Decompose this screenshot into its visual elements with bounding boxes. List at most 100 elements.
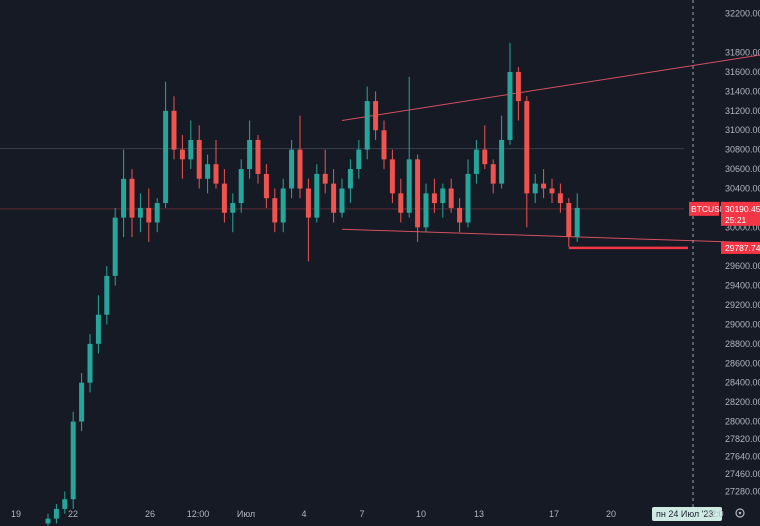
- candle-body: [524, 101, 530, 194]
- x-tick-label: 4: [301, 509, 306, 519]
- x-tick-label: 13: [474, 509, 484, 519]
- x-tick-label: 19: [11, 509, 21, 519]
- candle-body: [347, 169, 353, 189]
- y-tick-label: 29200.00: [725, 300, 760, 310]
- candle-body: [541, 183, 547, 189]
- crosshair-date-label: пн 24 Июл '23: [656, 509, 713, 519]
- candle-body: [423, 193, 429, 228]
- candle-body: [574, 207, 580, 238]
- candle-body: [373, 101, 379, 131]
- candle-body: [356, 149, 362, 170]
- candle-body: [465, 173, 471, 223]
- candle-body: [255, 139, 261, 174]
- current-price-tag: [721, 201, 760, 226]
- x-tick-label: 22: [68, 509, 78, 519]
- y-tick-label: 27820.00: [725, 434, 760, 444]
- candle-body: [507, 71, 513, 140]
- y-tick-label: 28800.00: [725, 339, 760, 349]
- y-axis: 27280.00 27460.00 27640.00 27820.00 28000.00…: [725, 9, 760, 497]
- y-tick-label: 31400.00: [725, 86, 760, 96]
- candle-body: [280, 188, 286, 223]
- candle-body: [238, 169, 244, 204]
- gear-icon[interactable]: [735, 508, 745, 518]
- y-tick-label: 28000.00: [725, 417, 760, 427]
- crosshair-date-tag: [652, 507, 722, 521]
- candle-body: [339, 188, 345, 213]
- candle-body: [473, 149, 479, 174]
- candle-body: [146, 207, 152, 223]
- trendline-lower[interactable]: [341, 228, 760, 252]
- candle-body: [137, 207, 143, 218]
- candle-body: [154, 203, 160, 223]
- candle-body: [171, 110, 177, 150]
- candle-body: [95, 314, 101, 344]
- candle-body: [406, 159, 412, 213]
- low-price-label: 29787.74: [725, 243, 760, 253]
- x-tick-label: 26: [145, 509, 155, 519]
- low-price-tag: [721, 241, 760, 254]
- y-tick-label: 31000.00: [725, 125, 760, 135]
- candle-body: [557, 193, 563, 204]
- candle-body: [532, 183, 538, 194]
- candle-body: [104, 275, 110, 315]
- candle-body: [381, 130, 387, 160]
- candle-body: [62, 499, 68, 509]
- candle-body: [289, 149, 295, 189]
- y-tick-label: 27460.00: [725, 469, 760, 479]
- candle-body: [79, 382, 85, 422]
- candle-body: [221, 183, 227, 213]
- candle-body: [415, 159, 421, 228]
- candle-body: [213, 164, 219, 184]
- symbol-tag: [689, 201, 719, 216]
- candle-body: [440, 188, 446, 204]
- candle-body: [490, 164, 496, 184]
- y-tick-label: 32200.00: [725, 9, 760, 19]
- x-tick-label: 7: [359, 509, 364, 519]
- y-tick-label: 29400.00: [725, 281, 760, 291]
- x-tick-label: 17: [549, 509, 559, 519]
- y-tick-label: 30800.00: [725, 145, 760, 155]
- y-tick-label: 29000.00: [725, 319, 760, 329]
- y-tick-label: 31200.00: [725, 106, 760, 116]
- y-tick-label: 31800.00: [725, 48, 760, 58]
- y-tick-label: 28200.00: [725, 397, 760, 407]
- y-tick-label: 30600.00: [725, 164, 760, 174]
- candle-body: [314, 173, 320, 218]
- candle-body: [482, 149, 488, 165]
- candle-body: [45, 518, 51, 524]
- candle-body: [263, 173, 269, 199]
- trendline-upper[interactable]: [341, 0, 760, 122]
- candle-body: [230, 203, 236, 213]
- candle-body: [389, 159, 395, 194]
- candle-body: [179, 149, 185, 160]
- candle-body: [129, 178, 135, 218]
- candle-body: [272, 198, 278, 223]
- x-tick-label: 20: [606, 509, 616, 519]
- y-tick-label: 30000.00: [725, 222, 760, 232]
- candle-body: [549, 188, 555, 194]
- candle-body: [364, 101, 370, 150]
- candle-body: [70, 421, 76, 500]
- candles: [45, 42, 580, 526]
- candle-body: [398, 193, 404, 213]
- candle-body: [163, 110, 169, 204]
- candle-body: [87, 343, 93, 383]
- candle-body: [297, 149, 303, 189]
- x-tick-label: Июл: [237, 509, 255, 519]
- symbol-label: BTCUSD: [691, 204, 726, 214]
- candle-body: [515, 71, 521, 102]
- candle-body: [499, 139, 505, 184]
- candle-body: [457, 207, 463, 223]
- y-tick-label: 30400.00: [725, 183, 760, 193]
- candle-body: [322, 173, 328, 184]
- candle-body: [247, 139, 253, 170]
- candle-body: [188, 139, 194, 160]
- current-price-label: 30190.45: [725, 204, 760, 214]
- candle-body: [205, 164, 211, 179]
- candle-body: [448, 188, 454, 208]
- y-tick-label: 27640.00: [725, 451, 760, 461]
- x-tick-label: 12:00: [187, 509, 210, 519]
